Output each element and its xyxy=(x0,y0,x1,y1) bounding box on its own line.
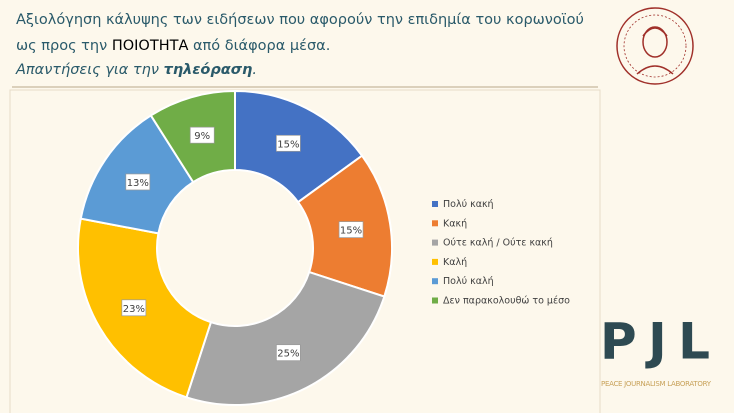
legend-swatch xyxy=(432,220,438,227)
donut-segment xyxy=(185,270,386,406)
data-label-box xyxy=(338,221,364,238)
title-line: Αξιολόγηση κάλυψης των ειδήσεων που αφορ… xyxy=(16,12,584,28)
title-text: από διάφορα μέσα. xyxy=(193,38,330,54)
title-line: ως προς την ΠΟΙΟΤΗΤΑ από διάφορα μέσα. xyxy=(16,38,330,54)
data-label: 13% xyxy=(127,178,149,189)
legend-swatch xyxy=(432,297,438,304)
seal xyxy=(616,7,694,85)
data-label-box xyxy=(275,344,301,362)
data-label-box xyxy=(121,299,147,317)
legend-label: Πολύ καλή xyxy=(443,276,494,287)
title-emphasis: ΠΟΙΟΤΗΤΑ xyxy=(112,38,189,54)
data-label: 15% xyxy=(277,139,299,150)
legend-swatch xyxy=(432,201,438,207)
title-text: . xyxy=(252,62,257,78)
data-label: 25% xyxy=(277,349,299,360)
legend-label: Πολύ κακή xyxy=(443,199,494,210)
legend-swatch xyxy=(432,239,438,246)
legend-swatch xyxy=(432,258,438,265)
legend-label: Καλή xyxy=(443,257,467,268)
donut-chart: 15% 15% 25% 23% 13% 9% Πολύ κακή Κακή Ούτε καλή … xyxy=(77,89,570,406)
legend-label: Κακή xyxy=(443,218,467,229)
data-label-box xyxy=(189,126,215,144)
title-emphasis: τηλεόραση xyxy=(164,62,253,78)
data-label: 15% xyxy=(340,226,362,237)
legend-label: Ούτε καλή / Ούτε κακή xyxy=(443,238,553,249)
title-text: Αξιολόγηση κάλυψης των ειδήσεων που αφορ… xyxy=(16,12,584,28)
title-line: Απαντήσεις για την τηλεόραση. xyxy=(15,62,257,78)
legend-swatch xyxy=(432,278,438,285)
title-text: Απαντήσεις για την xyxy=(15,62,159,78)
data-label: 9% xyxy=(194,131,210,142)
title-text: ως προς την xyxy=(16,38,107,54)
data-label: 23% xyxy=(123,304,145,315)
legend-label: Δεν παρακολουθώ το μέσο xyxy=(443,296,570,307)
logo-name: PEACE JOURNALISM LABORATORY xyxy=(601,380,712,388)
logo-mark: PJL xyxy=(600,313,710,371)
data-label-box xyxy=(125,173,151,191)
data-label-box xyxy=(275,134,301,152)
